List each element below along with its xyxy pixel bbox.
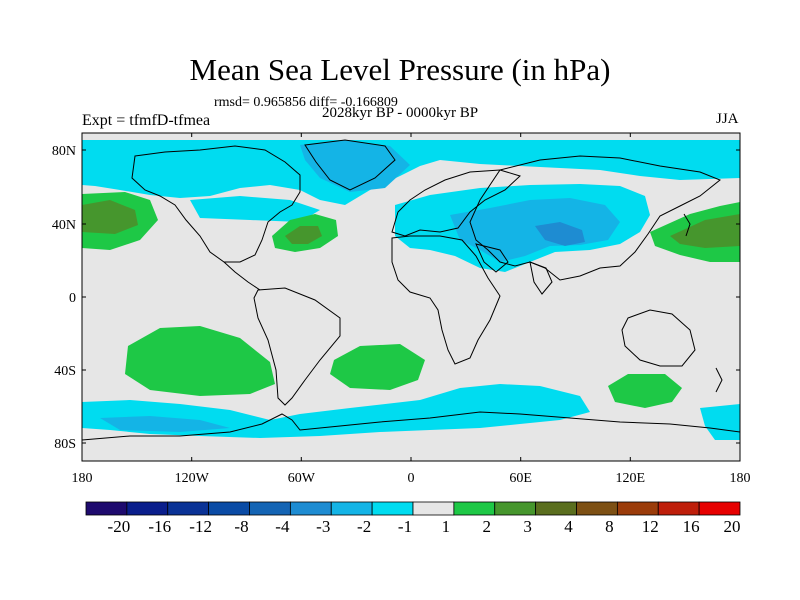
lat-label: 80S (54, 437, 76, 452)
experiment-label: Expt = tfmfD-tfmea (82, 112, 211, 129)
anomaly-positive-south-indian (608, 374, 682, 408)
anomaly-positive-south-pacific (125, 326, 275, 396)
coast-australia (621, 309, 696, 367)
colorbar-label: -2 (357, 517, 371, 536)
colorbar-swatch (453, 501, 496, 516)
colorbar-swatch (249, 501, 291, 516)
lon-label: 120W (175, 471, 210, 486)
colorbar-label: 3 (523, 517, 532, 536)
colorbar-swatch (126, 501, 169, 516)
latitude-labels: 80N 40N 0 40S 80S (52, 144, 76, 452)
coast-arabia (475, 243, 509, 273)
anomaly-negative-atlantic-north (190, 196, 320, 222)
colorbar-swatch (208, 501, 250, 516)
colorbar-swatch (412, 501, 455, 516)
coast-europe (391, 169, 521, 237)
colorbar-label: -3 (316, 517, 330, 536)
colorbar-label: -12 (189, 517, 212, 536)
coast-central-america (223, 261, 261, 291)
anomaly-southern-core (100, 416, 230, 432)
anomaly-asia-core (450, 198, 620, 262)
lat-label: 0 (69, 291, 76, 306)
coast-new-zealand (715, 367, 723, 393)
anomaly-positive-south-atlantic (330, 344, 425, 390)
lon-label: 0 (408, 471, 415, 486)
colorbar-swatch (657, 501, 700, 516)
colorbar-label: 16 (683, 517, 700, 536)
colorbar-label: 1 (442, 517, 451, 536)
coastlines (82, 139, 740, 441)
colorbar-label: -16 (148, 517, 171, 536)
axis-ticks (81, 133, 741, 461)
colorbar-label: 20 (724, 517, 741, 536)
colorbar-swatch (289, 501, 332, 516)
anomaly-positive-north-atlantic-core (285, 226, 322, 244)
colorbar-label: -4 (275, 517, 290, 536)
longitude-labels: 180 120W 60W 0 60E 120E 180 (72, 471, 751, 486)
period-label: 2028kyr BP - 0000kyr BP (322, 105, 479, 121)
coast-greenland (304, 139, 396, 191)
coast-africa (391, 235, 501, 365)
colorbar-swatch (371, 501, 414, 516)
coast-japan (683, 213, 691, 237)
colorbar-swatch (494, 501, 537, 516)
colorbar-swatch (330, 501, 373, 516)
coast-asia (469, 155, 721, 281)
colorbar-swatch (167, 501, 210, 516)
lon-label: 120E (616, 471, 646, 486)
colorbar-swatch (616, 501, 659, 516)
coast-north-america (131, 145, 301, 263)
colorbar-swatch (698, 501, 741, 516)
colorbar-swatch (535, 501, 577, 516)
colorbar-boxes (85, 501, 741, 516)
anomaly-asia-deep (535, 222, 585, 246)
colorbar-swatch (85, 501, 128, 516)
season-label: JJA (716, 111, 739, 127)
colorbar-label: -20 (108, 517, 131, 536)
colorbar-label: 12 (642, 517, 659, 536)
lon-label: 180 (72, 471, 93, 486)
lat-label: 40N (52, 218, 76, 233)
colorbar-swatch (576, 501, 618, 516)
colorbar-labels: -20 -16 -12 -8 -4 -3 -2 -1 1 2 3 4 8 12 16 20 (108, 517, 741, 536)
lon-label: 60W (288, 471, 316, 486)
lat-label: 80N (52, 144, 76, 159)
colorbar-label: 2 (483, 517, 492, 536)
stats-text: rmsd= 0.965856 diff= -0.166809 (214, 95, 398, 110)
anomaly-positive-north-pacific-west-core (82, 200, 138, 234)
lon-label: 60E (509, 471, 532, 486)
colorbar-label: -8 (234, 517, 248, 536)
colorbar-label: -1 (398, 517, 412, 536)
colorbar-label: 8 (605, 517, 614, 536)
anomaly-greenland (300, 140, 410, 192)
lon-label: 180 (730, 471, 751, 486)
coast-south-america (253, 287, 341, 406)
coast-india (529, 261, 553, 295)
coast-antarctica (82, 411, 740, 441)
colorbar-label: 4 (564, 517, 573, 536)
lat-label: 40S (54, 364, 76, 379)
map-title: Mean Sea Level Pressure (in hPa) (189, 52, 611, 87)
anomaly-positive-north-pacific-east-core (670, 214, 740, 248)
